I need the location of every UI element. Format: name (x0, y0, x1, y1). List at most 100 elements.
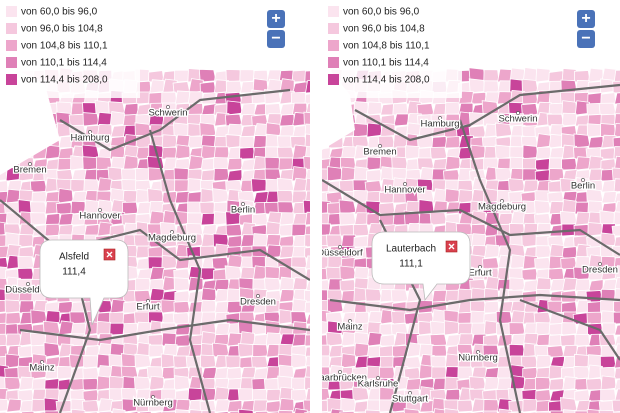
district (431, 366, 448, 380)
city-dot (598, 262, 602, 266)
legend-label: von 60,0 bis 96,0 (21, 7, 98, 18)
district (238, 408, 254, 413)
district (226, 235, 243, 248)
zoom-button[interactable] (267, 30, 285, 48)
district (187, 311, 204, 325)
popup-name: Alsfeld (59, 252, 89, 263)
district (612, 136, 620, 149)
district (133, 376, 152, 391)
district (226, 169, 243, 182)
district (304, 234, 310, 248)
district (292, 212, 308, 226)
district (174, 144, 191, 160)
district (559, 210, 578, 226)
district (29, 201, 48, 215)
district (614, 265, 620, 281)
state-border (354, 83, 620, 142)
district (600, 375, 617, 391)
district (340, 353, 357, 369)
city-label: Karlsruhe (358, 379, 399, 390)
district (97, 177, 113, 193)
district (433, 408, 448, 413)
district (276, 146, 295, 160)
district (148, 375, 165, 391)
district (277, 201, 295, 215)
zoom-button-label[interactable]: − (581, 30, 590, 47)
district (614, 92, 620, 105)
state-border (19, 318, 310, 342)
district (549, 410, 564, 413)
district (601, 190, 617, 204)
district (5, 311, 22, 325)
popup-close-icon[interactable] (448, 243, 455, 250)
district (201, 366, 217, 380)
zoom-button[interactable] (577, 10, 595, 28)
district (147, 188, 165, 204)
city-label: Bremen (363, 147, 396, 158)
district (600, 92, 617, 105)
district (57, 188, 74, 204)
district (548, 378, 565, 391)
district (173, 277, 191, 292)
zoom-button[interactable] (267, 10, 285, 28)
district (548, 146, 565, 160)
district (240, 125, 256, 138)
popup-value: 111,1 (399, 259, 423, 270)
district (586, 311, 604, 325)
zoom-button[interactable] (577, 30, 595, 48)
district (510, 310, 526, 325)
district (83, 179, 100, 193)
zoom-button-label[interactable]: + (581, 10, 590, 27)
district (294, 408, 308, 413)
city-dot (146, 299, 150, 303)
city-dot (26, 282, 30, 286)
popup-close-icon[interactable] (106, 251, 113, 258)
district (265, 388, 282, 402)
district (613, 69, 620, 83)
district (574, 389, 591, 402)
district (611, 167, 620, 182)
district (213, 167, 230, 182)
district (279, 245, 295, 259)
district (588, 136, 604, 149)
district (367, 331, 383, 347)
legend-background (322, 0, 462, 98)
district (252, 333, 269, 347)
district (535, 222, 552, 237)
city-dot (478, 265, 482, 269)
district (573, 133, 591, 149)
district (431, 158, 448, 171)
city-dot (516, 111, 520, 115)
city-label: Magdeburg (148, 233, 196, 244)
district (58, 320, 74, 336)
district (561, 157, 578, 171)
legend-swatch (6, 6, 17, 17)
city-label: Schwerin (148, 108, 187, 119)
district (302, 399, 310, 413)
district (29, 179, 48, 193)
district (290, 91, 308, 105)
district (199, 81, 217, 94)
district (535, 133, 552, 149)
district (304, 190, 310, 204)
city-dot (378, 144, 382, 148)
district (200, 354, 217, 369)
district (226, 367, 243, 380)
district (561, 112, 578, 127)
district (431, 136, 448, 149)
district (586, 408, 602, 413)
zoom-button-label[interactable]: + (271, 10, 280, 27)
district (239, 69, 256, 83)
district (483, 376, 500, 391)
city-dot (88, 130, 92, 134)
district (613, 178, 620, 193)
district (58, 212, 74, 226)
district (509, 277, 526, 292)
district (468, 125, 487, 138)
map-panel: Hamburg Schwerin Bremen Hannover Magdeburg Be… (322, 0, 620, 413)
city-label: Erfurt (136, 302, 160, 313)
city-dot (348, 319, 352, 323)
zoom-button-label[interactable]: − (271, 30, 280, 47)
district (161, 91, 178, 105)
district (495, 310, 513, 325)
